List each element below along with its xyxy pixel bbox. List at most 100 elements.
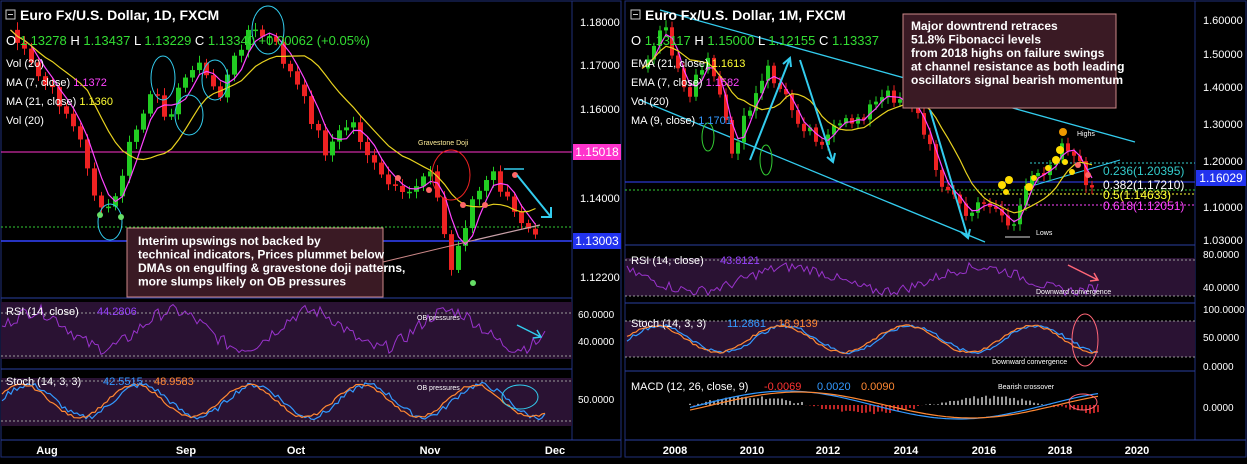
left-ohlc-readout: O 1.13278 H 1.13437 L 1.13229 C 1.13340 … [6,33,370,48]
candle [127,141,132,176]
candle [928,134,932,145]
left-stoch-k-line [1,381,546,421]
candle [295,71,300,85]
candle [337,130,342,142]
time-axis-tick: 2008 [663,445,687,457]
candle [428,171,433,177]
candle [169,114,174,117]
right-stoch-k-line [626,323,1099,355]
left-stoch-k: 42.5515 [103,376,143,388]
indicator-legend[interactable]: EMA (21, close) 1.1613 [631,58,745,70]
right-ohlc-readout: O 1.13117 H 1.15000 L 1.12155 C 1.13337 [631,33,879,48]
candle [155,94,160,96]
candle [456,245,461,270]
candle [43,76,48,86]
candle [1066,143,1070,152]
gravestone-doji-circle [431,149,471,201]
fib-level-label: 0.236(1.20395) [1103,164,1184,178]
candle [442,197,447,235]
right-header: Euro Fx/U.S. Dollar, 1M, FXCM O 1.13117 … [630,7,879,127]
candle [351,122,356,128]
candle [730,120,734,154]
indicator-legend[interactable]: Vol (20) [6,115,44,127]
right-time-axis[interactable]: 2008 2010 2012 2014 2016 2018 2020 [663,445,1149,457]
time-axis-tick: Oct [287,445,306,457]
ma-7-line [10,29,536,246]
left-annotation[interactable]: Interim upswings not backed by technical … [126,227,476,298]
indicator-legend[interactable]: Vol (20) [631,96,669,108]
candle [994,206,998,209]
time-axis-tick: 2010 [740,445,764,457]
indicator-legend[interactable]: EMA (7, close) 1.1582 [631,77,739,89]
candle [700,70,704,75]
channel-lower[interactable] [639,99,986,243]
trendline[interactable] [474,224,541,241]
fib-labels: 0.236(1.20395)0.382(1.17210)0.5(1.14633)… [1103,164,1184,213]
candle [22,42,27,49]
indicator-legend[interactable]: MA (21, close) 1.1360 [6,96,113,108]
candle [958,194,962,204]
left-rsi-axis-40: 40.0000 [578,337,615,348]
left-chart-panel[interactable]: Interim upswings not backed by technical … [0,0,622,458]
left-stoch-d-line [1,382,546,419]
candle [814,127,818,142]
right-chart-panel[interactable]: Highs Lows Major downtrend retraces 51.8%… [624,0,1247,458]
right-title: Euro Fx/U.S. Dollar, 1M, FXCM [645,7,846,23]
candle [120,175,125,197]
candle [64,106,69,114]
candle [790,94,794,111]
indicator-legend[interactable]: Vol (20) [6,58,44,70]
time-axis-tick: 2020 [1125,445,1149,457]
candle [512,196,517,212]
rsi-arrow [516,324,542,338]
indicator-legend[interactable]: MA (7, close) 1.1372 [6,77,107,89]
right-stoch-k: 11.2861 [727,318,766,330]
svg-text:1.16029: 1.16029 [1199,171,1243,185]
candle [724,94,728,121]
left-rsi-label: RSI (14, close) [6,306,79,318]
candle [1000,208,1004,216]
candle [393,184,398,186]
candle [652,45,656,60]
macd-signal-value: 0.0090 [861,381,895,393]
candle [1024,185,1028,206]
candle [148,94,153,114]
time-axis-tick: Aug [36,445,57,457]
candle [844,118,848,124]
right-price-axis[interactable]: 1.60000 1.50000 1.40000 1.30000 1.20000 1.100… [1203,15,1243,247]
price-axis-tick: 1.12200 [580,272,620,284]
candle [141,113,146,130]
candle [1078,155,1082,162]
candle [463,228,468,246]
price-axis-tick: 1.50000 [1203,49,1243,61]
price-axis-tick: 1.20000 [1203,156,1243,168]
channel-upper[interactable] [659,9,1136,143]
candle [330,141,335,156]
highlight-circle [251,5,285,55]
price-axis-tick: 1.18000 [580,17,620,29]
candle [519,211,524,224]
right-annotation[interactable]: Major downtrend retraces 51.8% Fibonacci … [902,13,1124,109]
candle [491,171,496,181]
indicator-legend[interactable]: MA (9, close) 1.1701 [631,115,732,127]
candle [358,122,363,142]
time-axis-tick: 2012 [816,445,840,457]
channel-inner[interactable] [1034,159,1121,186]
candle [533,228,538,235]
candle [820,141,824,145]
price-axis-tick: 1.16000 [580,104,620,116]
bearish-arrow-head [541,207,552,218]
price-axis-tick: 1.40000 [1203,82,1243,94]
left-rsi-line [1,303,546,355]
candle [1030,175,1034,186]
fib-level-label: 0.382(1.17210) [1103,178,1184,192]
left-time-axis[interactable]: Aug Sep Oct Nov Dec [36,445,565,457]
candle [183,77,188,88]
stoch-divergence-label: Downward convergence [992,359,1067,366]
candle [498,171,503,192]
right-rsi-axis-40: 40.0000 [1203,283,1240,294]
right-stoch-axis-100: 100.0000 [1203,305,1245,316]
candle [260,29,265,37]
macd-hist-value: -0.0069 [764,381,801,393]
